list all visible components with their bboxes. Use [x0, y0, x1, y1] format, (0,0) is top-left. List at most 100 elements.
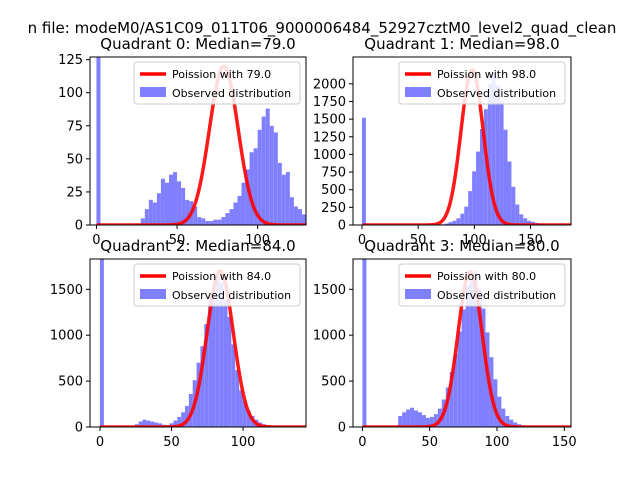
histogram-bars	[361, 73, 551, 225]
y-tick: 1250	[313, 130, 353, 145]
y-tick-label: 0	[75, 421, 83, 436]
histogram-bar	[229, 209, 234, 225]
histogram-bar	[213, 219, 218, 225]
histogram-bar	[249, 152, 254, 225]
histogram-bar	[201, 218, 206, 225]
histogram-bar	[507, 161, 512, 225]
x-tick: 100	[485, 427, 510, 450]
histogram-bar	[297, 209, 302, 225]
y-tick-label: 125	[58, 53, 83, 68]
y-tick-label: 100	[58, 86, 83, 101]
x-tick: 150	[552, 427, 577, 450]
histogram-bar	[164, 182, 169, 225]
histogram-bar	[306, 217, 310, 225]
y-tick-label: 750	[321, 166, 346, 181]
histogram-bar	[301, 214, 306, 225]
x-tick-label: 100	[485, 435, 510, 450]
histogram-bar	[469, 280, 474, 427]
x-tick-label: 0	[358, 233, 366, 248]
histogram-bar	[261, 116, 266, 225]
figure-suptitle: n file: modeM0/AS1C09_011T06_9000006484_…	[28, 19, 617, 38]
y-tick: 1000	[50, 329, 90, 344]
histogram-bar	[495, 85, 500, 225]
histogram-bar	[173, 172, 178, 225]
y-tick-label: 500	[321, 375, 346, 390]
histogram-bar	[487, 83, 492, 225]
histogram-bar	[200, 346, 205, 427]
histogram-bar	[310, 221, 314, 225]
histogram-bar	[156, 193, 161, 225]
histogram-bar	[453, 353, 458, 427]
y-tick-label: 0	[75, 219, 83, 234]
legend-line-label: Poission with 80.0	[437, 270, 536, 283]
x-tick-label: 150	[518, 233, 543, 248]
y-tick-label: 0	[338, 219, 346, 234]
histogram-bar	[513, 422, 518, 427]
histogram-bar	[414, 410, 418, 427]
legend: Poission with 79.0 Observed distribution	[133, 61, 301, 105]
histogram-bar	[481, 308, 486, 427]
histogram-bar	[273, 132, 278, 225]
histogram-bar	[361, 117, 366, 225]
legend-hist-swatch	[405, 87, 431, 97]
histogram-bar	[511, 186, 516, 225]
chart-title: Quadrant 3: Median=80.0	[364, 237, 559, 255]
histogram-bar	[96, 57, 101, 225]
y-tick: 75	[66, 119, 90, 134]
y-tick-label: 0	[338, 421, 346, 436]
x-tick: 0	[92, 225, 101, 248]
histogram-bar	[144, 209, 149, 225]
histogram-bar	[246, 410, 251, 427]
histogram-bar	[221, 217, 226, 225]
x-tick-label: 0	[92, 233, 100, 248]
legend-hist-swatch	[405, 289, 431, 299]
y-tick-label: 75	[66, 119, 83, 134]
x-tick-label: 50	[421, 435, 438, 450]
chart-title: Quadrant 1: Median=98.0	[364, 35, 559, 53]
histogram-bar	[445, 387, 450, 427]
y-tick-label: 50	[66, 152, 83, 167]
y-tick: 500	[321, 183, 353, 198]
histogram-bar	[197, 217, 202, 225]
y-tick: 250	[321, 201, 353, 216]
poisson-curve	[95, 64, 306, 225]
histogram-bar	[154, 422, 158, 427]
histogram-bar	[293, 206, 298, 225]
chart-title: Quadrant 2: Median=84.0	[100, 237, 295, 255]
y-tick: 500	[58, 375, 90, 390]
histogram-bar	[491, 73, 496, 225]
histogram-bar	[448, 222, 453, 225]
legend: Poission with 98.0 Observed distribution	[398, 61, 566, 105]
legend-line-label: Poission with 84.0	[172, 270, 271, 283]
legend-hist-swatch	[140, 87, 166, 97]
x-tick: 50	[421, 427, 438, 450]
histogram-bar	[289, 197, 294, 225]
histogram-bar	[452, 220, 457, 225]
y-tick-label: 1250	[313, 130, 346, 145]
histogram-bar	[223, 299, 228, 427]
y-tick: 0	[75, 421, 90, 436]
y-tick: 0	[338, 219, 353, 234]
y-tick: 0	[75, 219, 90, 234]
y-tick-label: 2000	[313, 77, 346, 92]
histogram-bar	[233, 202, 238, 225]
histogram-bar	[148, 199, 153, 225]
legend-box	[398, 61, 566, 105]
histogram-bar	[209, 221, 214, 225]
histogram-bar	[501, 408, 506, 427]
chart-quadrant-1: 0 50 100 150025050075010001250150017502000Q…	[313, 35, 572, 248]
x-tick-label: 100	[231, 435, 256, 450]
histogram-bar	[177, 416, 182, 427]
y-tick: 50	[66, 152, 90, 167]
x-tick-label: 50	[410, 233, 427, 248]
x-tick: 0	[358, 427, 367, 450]
y-tick: 750	[321, 166, 353, 181]
histogram-bar	[227, 316, 232, 427]
histogram-bar	[472, 171, 477, 225]
histogram-bar	[204, 324, 209, 427]
y-tick: 0	[338, 421, 353, 436]
histogram-bar	[410, 407, 415, 427]
histogram-bar	[142, 419, 147, 427]
